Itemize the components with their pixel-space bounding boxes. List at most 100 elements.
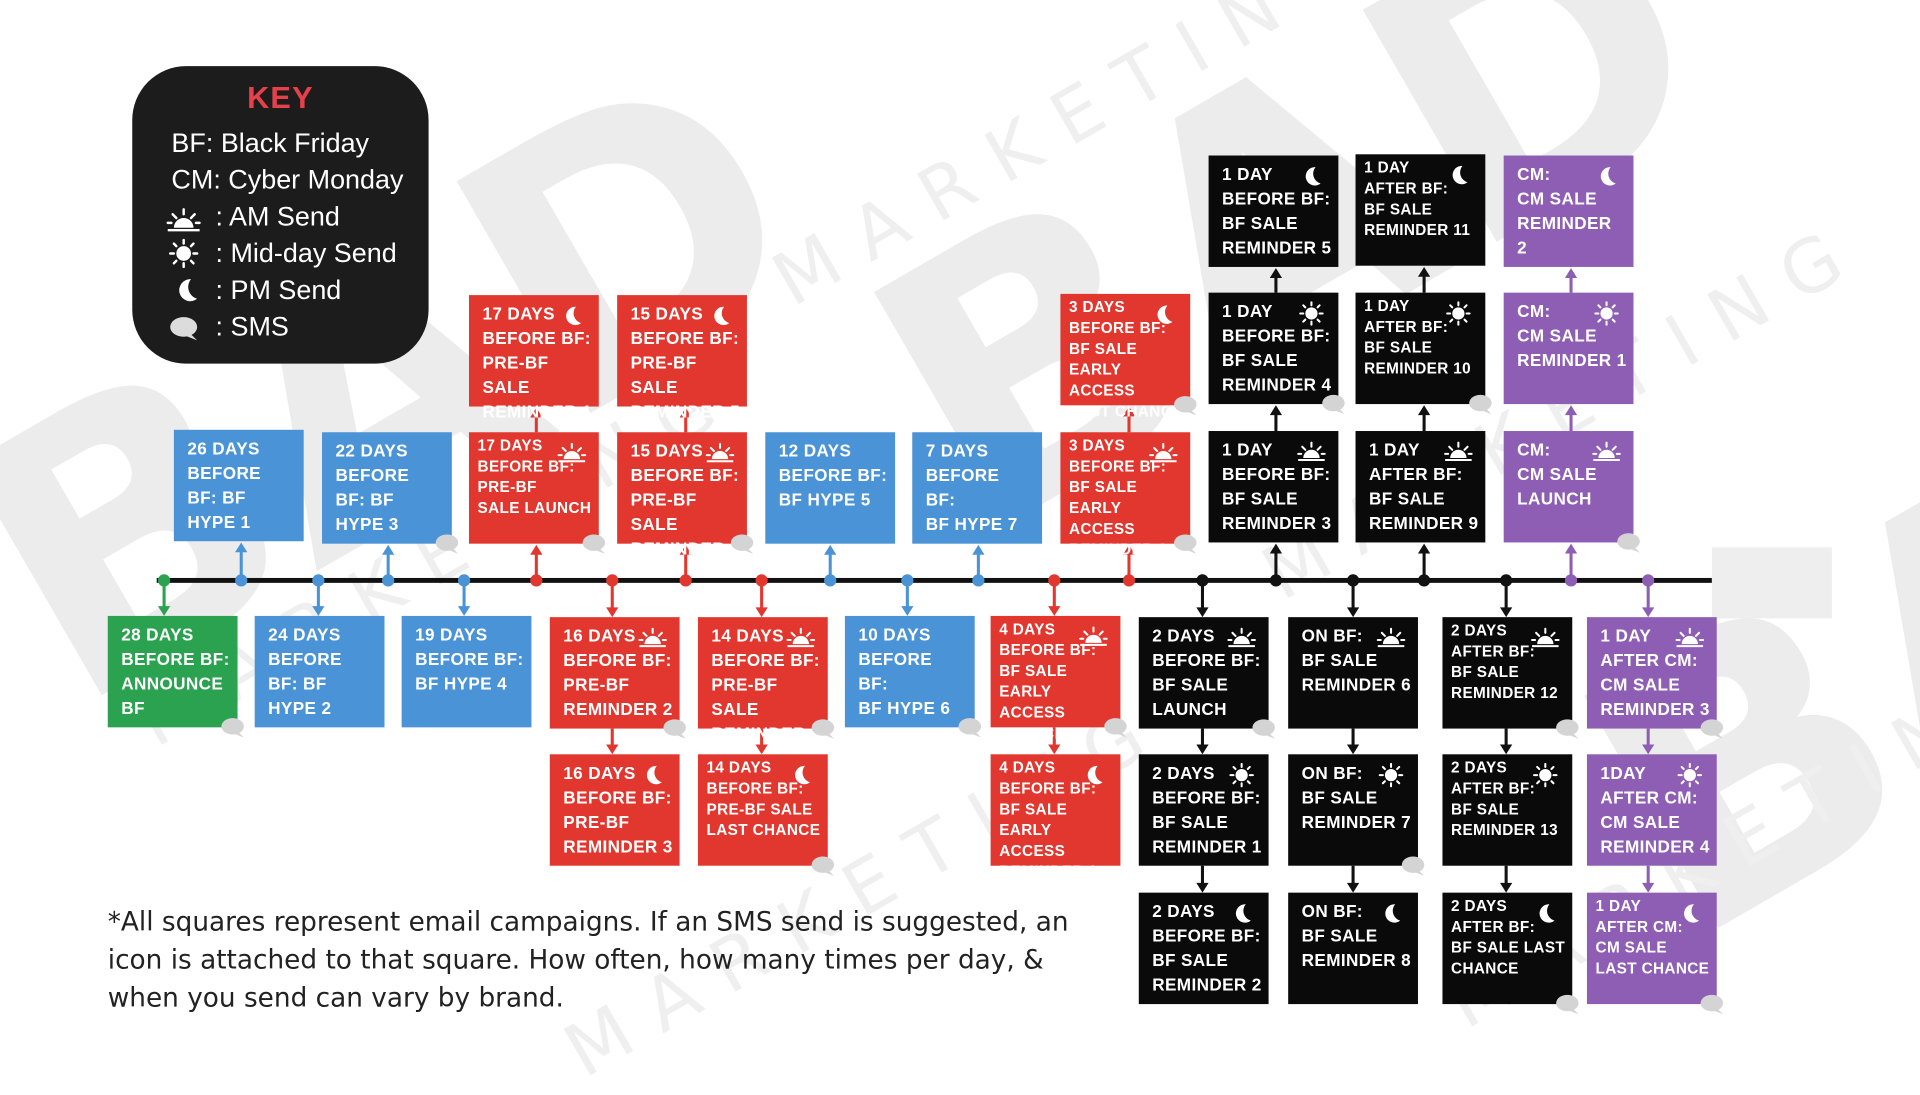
watermark-square	[1711, 547, 1832, 619]
sms-bubble-icon	[1174, 396, 1197, 416]
moon-icon	[646, 765, 662, 785]
campaign-label: CM: CM SALE REMINDER 2	[1517, 164, 1612, 258]
campaign-label: 12 DAYS BEFORE BF: BF HYPE 5	[778, 440, 888, 510]
connector-arrow	[312, 574, 325, 616]
connector-arrow	[679, 407, 692, 433]
moon-icon	[1157, 305, 1173, 324]
campaign-22d-before-bf-hype-3: 22 DAYS BEFORE BF: BF HYPE 3	[322, 432, 459, 554]
timeline-node	[1417, 574, 1431, 587]
key-item-midday: : Mid-day Send	[215, 237, 397, 269]
sms-bubble-icon	[1322, 394, 1345, 415]
campaign-2d-after-bf-reminder-12: 2 DAYS AFTER BF: BF SALE REMINDER 12	[1442, 617, 1579, 739]
campaign-2d-after-bf-last-chance: 2 DAYS AFTER BF: BF SALE LAST CHANCE	[1442, 892, 1579, 1015]
legend-key: KEY BF: Black Friday CM: Cyber Monday : …	[132, 66, 429, 364]
moon-icon	[795, 765, 811, 785]
timeline-node	[1122, 574, 1136, 587]
campaign-1d-bf-reminder-5: 1 DAY BEFORE BF: BF SALE REMINDER 5	[1208, 155, 1339, 267]
campaign-cm-reminder-1: CM: CM SALE REMINDER 1	[1503, 292, 1634, 405]
sun-icon	[1299, 301, 1324, 326]
campaign-4d-early-access-launch: 4 DAYS BEFORE BF: BF SALE EARLY ACCESS L…	[990, 615, 1127, 742]
campaign-label: 1 DAY BEFORE BF: BF SALE REMINDER 5	[1222, 164, 1332, 258]
connector-arrow	[457, 574, 471, 616]
sms-bubble-icon	[811, 719, 835, 739]
connector-arrow	[1269, 268, 1283, 293]
campaign-24d-before-bf-hype-2: 24 DAYS BEFORE BF: BF HYPE 2	[254, 615, 385, 728]
sun-icon	[1229, 762, 1254, 788]
connector-arrow	[1048, 727, 1061, 755]
campaign-label: 4 DAYS BEFORE BF: BF SALE EARLY ACCESS L…	[999, 620, 1097, 743]
sunrise-icon	[1675, 627, 1705, 648]
campaign-label: 4 DAYS BEFORE BF: BF SALE EARLY ACCESS R…	[999, 759, 1098, 881]
campaign-label: 17 DAYS BEFORE BF: PRE-BF SALE LAUNCH	[477, 437, 592, 517]
campaign-label: 16 DAYS BEFORE BF: PRE-BF REMINDER 2	[563, 625, 673, 719]
connector-arrow	[755, 574, 768, 618]
connector-arrow	[1417, 543, 1431, 587]
connector-arrow	[1417, 266, 1431, 293]
campaign-cm-reminder-2: CM: CM SALE REMINDER 2	[1503, 155, 1634, 267]
sms-bubble-icon	[1556, 719, 1579, 739]
sunrise-icon	[1531, 627, 1560, 648]
campaign-26d-before-bf-hype-1: 26 DAYS BEFORE BF: BF HYPE 1	[173, 429, 304, 542]
timeline-node	[606, 574, 619, 587]
campaign-1d-after-bf-reminder-11: 1 DAY AFTER BF: BF SALE REMINDER 11	[1355, 154, 1486, 266]
connector-arrow	[824, 544, 837, 587]
timeline-node	[1564, 574, 1578, 587]
timeline-node	[457, 574, 471, 587]
campaign-1d-after-bf-reminder-10: 1 DAY AFTER BF: BF SALE REMINDER 10	[1355, 292, 1492, 415]
key-title: KEY	[247, 80, 314, 116]
campaign-label: 26 DAYS BEFORE BF: BF HYPE 1	[187, 438, 261, 532]
connector-arrow	[530, 544, 543, 587]
campaign-label: ON BF: BF SALE REMINDER 6	[1301, 625, 1412, 695]
campaign-on-bf-reminder-8: ON BF: BF SALE REMINDER 8	[1288, 892, 1418, 1005]
sms-bubble-icon	[582, 534, 606, 554]
moon-icon	[1452, 165, 1468, 185]
connector-arrow	[1048, 574, 1061, 616]
sun-icon	[1677, 762, 1703, 788]
sun-icon	[1533, 762, 1558, 788]
key-item-pm: : PM Send	[215, 274, 342, 305]
campaign-28d-before-bf-announce: 28 DAYS BEFORE BF: ANNOUNCE BF	[107, 615, 244, 738]
sun-icon	[1594, 301, 1619, 326]
connector-arrow	[1346, 574, 1360, 618]
timeline-node	[312, 574, 325, 587]
timeline-axis	[156, 577, 1712, 583]
timeline-node	[530, 574, 543, 587]
campaign-label: 14 DAYS BEFORE BF: PRE-BF SALE LAST CHAN…	[706, 759, 821, 839]
campaign-17d-prebf-reminder-1: 17 DAYS BEFORE BF: PRE-BF SALE REMINDER …	[468, 295, 599, 421]
campaign-label: 1 DAY AFTER BF: BF SALE REMINDER 11	[1364, 159, 1471, 239]
connector-arrow	[1196, 574, 1209, 618]
campaign-label: 1 DAY AFTER CM: CM SALE LAST CHANCE	[1595, 897, 1710, 978]
campaign-16d-prebf-reminder-2: 16 DAYS BEFORE BF: PRE-BF REMINDER 2	[549, 617, 686, 739]
key-item-sms: : SMS	[215, 311, 289, 342]
sunrise-icon	[786, 627, 816, 648]
connector-arrow	[901, 574, 914, 616]
campaign-1d-after-bf-reminder-9: 1 DAY AFTER BF: BF SALE REMINDER 9	[1355, 431, 1486, 543]
timeline-node	[235, 574, 248, 587]
connector-arrow	[1269, 543, 1283, 587]
campaign-label: 19 DAYS BEFORE BF: BF HYPE 4	[415, 624, 524, 694]
campaign-2d-bf-reminder-2: 2 DAYS BEFORE BF: BF SALE REMINDER 2	[1138, 892, 1269, 1005]
sms-bubble-icon	[811, 856, 835, 876]
connector-arrow	[1269, 405, 1283, 432]
timeline-node	[901, 574, 914, 587]
sun-icon	[168, 238, 199, 269]
connector-arrow	[1642, 574, 1655, 618]
campaign-label: 2 DAYS AFTER BF: BF SALE LAST CHANCE	[1451, 897, 1566, 978]
campaign-7d-before-bf-hype-7: 7 DAYS BEFORE BF: BF HYPE 7	[912, 432, 1043, 544]
campaign-16d-prebf-reminder-3: 16 DAYS BEFORE BF: PRE-BF REMINDER 3	[549, 754, 680, 866]
campaign-label: 16 DAYS BEFORE BF: PRE-BF REMINDER 3	[563, 762, 673, 856]
sms-bubble-icon	[1617, 533, 1640, 553]
campaign-12d-before-bf-hype-5: 12 DAYS BEFORE BF: BF HYPE 5	[765, 432, 896, 544]
sunrise-icon	[705, 442, 735, 463]
campaign-label: 3 DAYS BEFORE BF: BF SALE EARLY ACCESS R…	[1068, 437, 1168, 559]
campaign-2d-after-bf-reminder-13: 2 DAYS AFTER BF: BF SALE REMINDER 13	[1442, 754, 1573, 866]
sms-bubble-icon	[1700, 994, 1724, 1015]
moon-icon	[714, 306, 730, 326]
campaign-cm-sale-launch: CM: CM SALE LAUNCH	[1503, 431, 1640, 553]
connector-arrow	[606, 574, 619, 618]
sunrise-icon	[166, 208, 201, 232]
campaign-1d-after-cm-reminder-4: 1DAY AFTER CM: CM SALE REMINDER 4	[1586, 754, 1717, 866]
campaign-label: 28 DAYS BEFORE BF: ANNOUNCE BF	[121, 624, 230, 718]
sms-bubble-icon	[170, 317, 198, 341]
